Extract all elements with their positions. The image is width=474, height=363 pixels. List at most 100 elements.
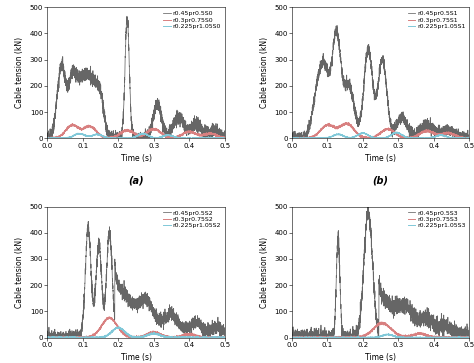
r0.3pr0.75S1	[466, 136, 472, 140]
r0.3pr0.75S3	[320, 335, 326, 339]
r0.3pr0.75S2	[200, 335, 205, 339]
r0.45pr0.5S1	[365, 47, 371, 51]
X-axis label: Time (s): Time (s)	[120, 353, 152, 362]
Text: (a): (a)	[128, 175, 144, 185]
Line: r0.3pr0.75S0: r0.3pr0.75S0	[47, 124, 225, 138]
r0.225pr1.05S3	[357, 335, 363, 340]
r0.45pr0.5S1	[466, 136, 472, 140]
Line: r0.225pr1.05S3: r0.225pr1.05S3	[292, 334, 469, 338]
r0.225pr1.05S3	[365, 335, 371, 340]
r0.3pr0.75S1	[289, 136, 295, 140]
r0.225pr1.05S1	[289, 136, 295, 140]
r0.3pr0.75S0	[75, 126, 81, 130]
r0.3pr0.75S1	[357, 135, 363, 139]
Legend: r0.45pr0.5S1, r0.3pr0.75S1, r0.225pr1.05S1: r0.45pr0.5S1, r0.3pr0.75S1, r0.225pr1.05…	[407, 11, 466, 30]
r0.45pr0.5S0	[65, 81, 71, 86]
r0.45pr0.5S0	[45, 136, 50, 140]
Line: r0.45pr0.5S2: r0.45pr0.5S2	[47, 221, 225, 338]
Line: r0.45pr0.5S1: r0.45pr0.5S1	[292, 25, 469, 138]
r0.3pr0.75S3	[466, 335, 472, 339]
r0.3pr0.75S1	[346, 121, 352, 125]
r0.225pr1.05S1	[310, 136, 315, 140]
Text: (b): (b)	[373, 175, 389, 185]
r0.225pr1.05S3	[444, 335, 449, 340]
r0.225pr1.05S0	[45, 136, 50, 140]
r0.3pr0.75S2	[65, 335, 71, 339]
r0.45pr0.5S0	[112, 131, 118, 135]
r0.45pr0.5S2	[45, 335, 50, 340]
r0.225pr1.05S2	[219, 335, 224, 339]
r0.3pr0.75S1	[365, 136, 371, 140]
r0.225pr1.05S0	[120, 136, 126, 140]
r0.3pr0.75S2	[219, 335, 224, 340]
r0.45pr0.5S3	[320, 332, 326, 337]
r0.225pr1.05S1	[357, 131, 363, 136]
r0.45pr0.5S2	[200, 325, 205, 329]
r0.3pr0.75S1	[444, 131, 449, 136]
r0.45pr0.5S0	[120, 121, 126, 125]
r0.225pr1.05S1	[320, 136, 326, 140]
r0.225pr1.05S0	[140, 131, 146, 135]
r0.45pr0.5S1	[310, 105, 315, 109]
r0.3pr0.75S2	[45, 335, 50, 340]
Line: r0.45pr0.5S0: r0.45pr0.5S0	[47, 16, 225, 138]
r0.45pr0.5S2	[222, 334, 228, 339]
r0.225pr1.05S3	[289, 335, 295, 340]
r0.225pr1.05S3	[310, 335, 315, 340]
r0.225pr1.05S2	[45, 335, 50, 340]
r0.3pr0.75S0	[45, 136, 50, 140]
Line: r0.3pr0.75S3: r0.3pr0.75S3	[292, 322, 469, 338]
r0.45pr0.5S0	[222, 136, 228, 140]
r0.3pr0.75S2	[106, 315, 112, 319]
Line: r0.225pr1.05S0: r0.225pr1.05S0	[47, 133, 225, 138]
r0.45pr0.5S2	[113, 269, 118, 274]
Y-axis label: Cable tension (kN): Cable tension (kN)	[260, 37, 269, 109]
r0.45pr0.5S0	[75, 80, 81, 85]
r0.3pr0.75S0	[222, 136, 228, 140]
r0.3pr0.75S0	[65, 126, 71, 130]
r0.45pr0.5S1	[320, 63, 326, 67]
r0.45pr0.5S1	[357, 116, 363, 121]
r0.3pr0.75S2	[113, 322, 118, 326]
r0.45pr0.5S2	[86, 219, 91, 224]
r0.225pr1.05S3	[320, 335, 326, 340]
r0.45pr0.5S3	[466, 327, 472, 331]
Legend: r0.45pr0.5S0, r0.3pr0.75S0, r0.225pr1.05S0: r0.45pr0.5S0, r0.3pr0.75S0, r0.225pr1.05…	[163, 11, 221, 30]
r0.3pr0.75S2	[120, 332, 126, 337]
r0.225pr1.05S0	[75, 131, 81, 136]
r0.45pr0.5S2	[219, 326, 224, 330]
r0.45pr0.5S1	[334, 23, 340, 28]
r0.225pr1.05S2	[222, 335, 228, 339]
Line: r0.225pr1.05S2: r0.225pr1.05S2	[47, 327, 225, 338]
X-axis label: Time (s): Time (s)	[120, 154, 152, 163]
r0.225pr1.05S1	[444, 134, 450, 139]
r0.225pr1.05S1	[289, 136, 295, 140]
r0.225pr1.05S1	[463, 136, 469, 140]
r0.225pr1.05S1	[365, 133, 371, 137]
r0.3pr0.75S3	[357, 334, 363, 338]
r0.3pr0.75S0	[219, 135, 224, 139]
r0.225pr1.05S1	[393, 130, 399, 134]
r0.45pr0.5S0	[219, 134, 224, 138]
Y-axis label: Cable tension (kN): Cable tension (kN)	[15, 236, 24, 307]
Legend: r0.45pr0.5S3, r0.3pr0.75S3, r0.225pr1.05S3: r0.45pr0.5S3, r0.3pr0.75S3, r0.225pr1.05…	[407, 209, 466, 229]
r0.3pr0.75S2	[45, 335, 50, 339]
r0.225pr1.05S0	[113, 136, 118, 140]
r0.45pr0.5S1	[444, 127, 450, 131]
Legend: r0.45pr0.5S2, r0.3pr0.75S2, r0.225pr1.05S2: r0.45pr0.5S2, r0.3pr0.75S2, r0.225pr1.05…	[163, 209, 221, 229]
Line: r0.3pr0.75S1: r0.3pr0.75S1	[292, 123, 469, 138]
r0.225pr1.05S1	[466, 136, 472, 140]
r0.225pr1.05S2	[112, 326, 118, 331]
r0.45pr0.5S3	[310, 335, 315, 340]
r0.225pr1.05S0	[45, 136, 50, 140]
r0.45pr0.5S1	[289, 136, 295, 140]
Line: r0.3pr0.75S2: r0.3pr0.75S2	[47, 317, 225, 338]
r0.3pr0.75S3	[463, 335, 469, 340]
r0.45pr0.5S1	[289, 133, 295, 138]
r0.225pr1.05S2	[65, 335, 71, 339]
r0.3pr0.75S1	[310, 134, 315, 139]
r0.45pr0.5S0	[199, 124, 205, 128]
r0.3pr0.75S0	[113, 135, 118, 139]
r0.225pr1.05S2	[120, 327, 126, 331]
r0.3pr0.75S1	[320, 126, 326, 130]
